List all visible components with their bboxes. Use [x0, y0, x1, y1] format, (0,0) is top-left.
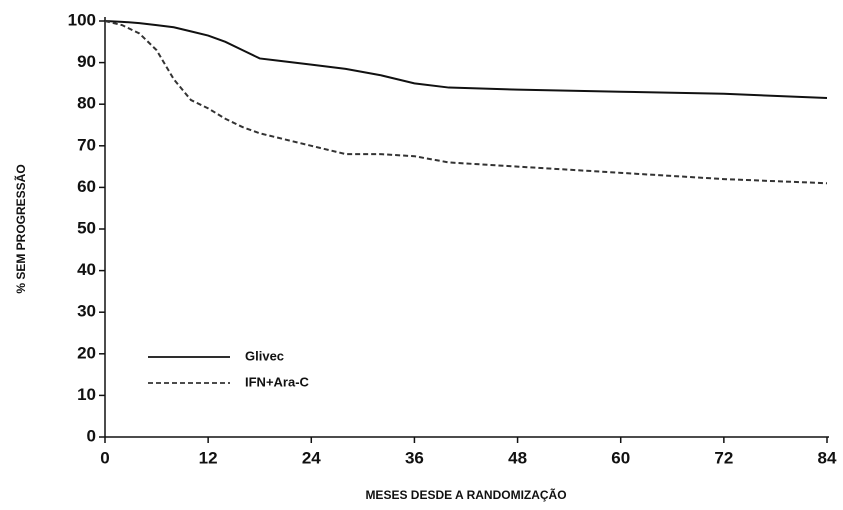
legend-label: IFN+Ara-C	[245, 374, 310, 389]
y-tick-label: 70	[77, 135, 96, 154]
series-line	[104, 20, 828, 99]
legend-label: Glivec	[245, 348, 284, 363]
series-line	[104, 20, 828, 185]
x-tick-label: 36	[405, 448, 424, 467]
x-tick-label: 72	[714, 448, 733, 467]
y-axis-label: % SEM PROGRESSÃO	[13, 164, 28, 293]
x-tick-label: 12	[199, 448, 218, 467]
x-tick-label: 48	[508, 448, 527, 467]
y-tick-label: 50	[77, 218, 96, 237]
y-tick-label: 0	[87, 426, 96, 445]
x-tick-label: 60	[611, 448, 630, 467]
y-tick-label: 30	[77, 302, 96, 321]
y-tick-label: 10	[77, 385, 96, 404]
x-tick-label: 84	[818, 448, 837, 467]
y-tick-label: 40	[77, 260, 96, 279]
y-tick-label: 90	[77, 52, 96, 71]
x-axis-label: MESES DESDE A RANDOMIZAÇÃO	[365, 487, 566, 502]
y-tick-label: 100	[68, 10, 96, 29]
y-tick-label: 60	[77, 177, 96, 196]
y-tick-label: 20	[77, 343, 96, 362]
x-tick-label: 24	[302, 448, 321, 467]
x-tick-label: 0	[100, 448, 109, 467]
y-tick-label: 80	[77, 94, 96, 113]
